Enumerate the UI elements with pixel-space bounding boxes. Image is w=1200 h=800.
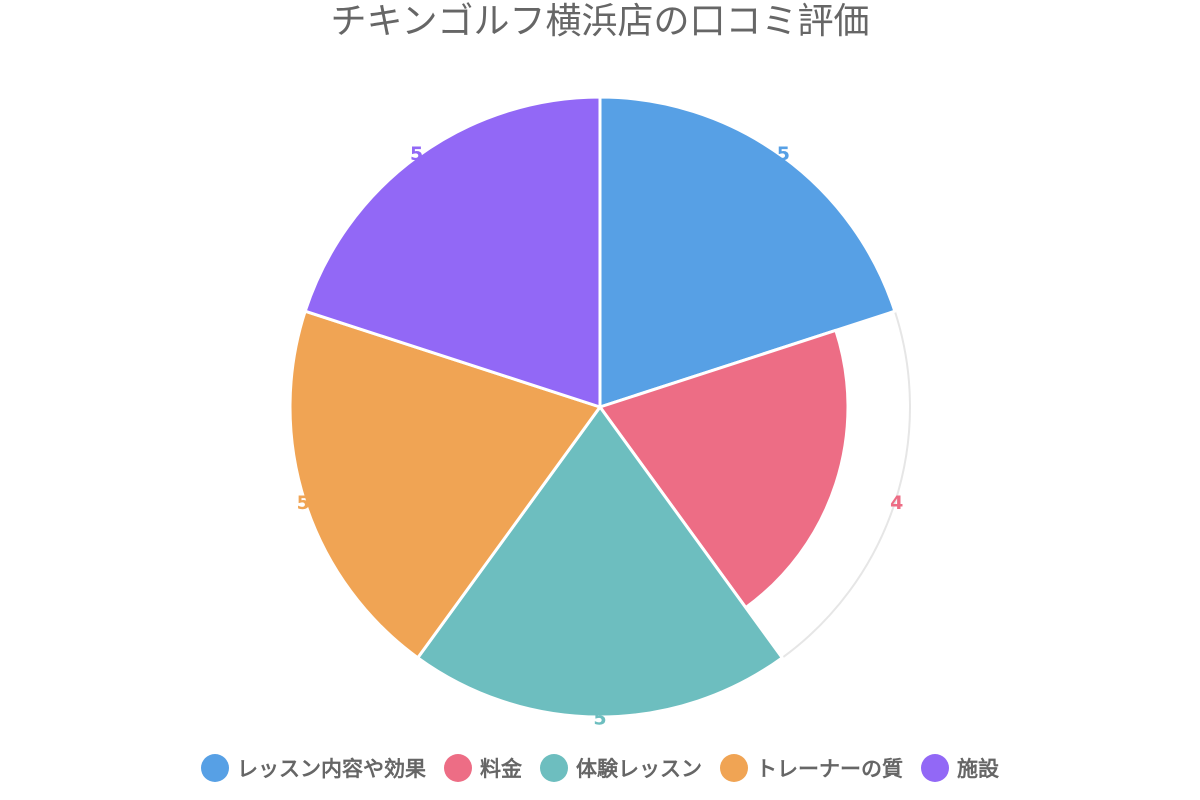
data-label: 5 (777, 143, 790, 165)
legend-label: 体験レッスン (576, 757, 702, 781)
data-label: 5 (410, 143, 423, 165)
pie-slice[interactable] (303, 95, 602, 409)
pie-slices (288, 95, 911, 719)
legend-swatch (720, 754, 748, 782)
pie-slice[interactable] (288, 309, 602, 660)
legend-item[interactable]: 料金 (444, 753, 522, 783)
legend-item[interactable]: 体験レッスン (540, 753, 702, 783)
data-label: 5 (593, 708, 606, 730)
pie-slice[interactable] (598, 328, 850, 610)
chart-legend: レッスン内容や効果 料金 体験レッスン トレーナーの質 施設 (0, 748, 1200, 788)
legend-label: レッスン内容や効果 (237, 757, 426, 781)
pie-slice[interactable] (416, 405, 784, 719)
data-label: 4 (890, 492, 903, 514)
chart-title: チキンゴルフ横浜店の口コミ評価 (330, 1, 870, 42)
legend-label: 料金 (480, 757, 522, 781)
legend-swatch (921, 754, 949, 782)
pie-slice[interactable] (598, 95, 897, 409)
legend-label: トレーナーの質 (756, 757, 903, 781)
pie-scale-outline (598, 309, 911, 660)
legend-item[interactable]: トレーナーの質 (720, 753, 903, 783)
pie-data-labels: 5 4 5 5 5 (297, 143, 904, 729)
data-label: 5 (297, 492, 310, 514)
legend-label: 施設 (957, 757, 999, 781)
legend-item[interactable]: レッスン内容や効果 (201, 753, 426, 783)
legend-swatch (444, 754, 472, 782)
legend-swatch (201, 754, 229, 782)
legend-item[interactable]: 施設 (921, 753, 999, 783)
legend-swatch (540, 754, 568, 782)
